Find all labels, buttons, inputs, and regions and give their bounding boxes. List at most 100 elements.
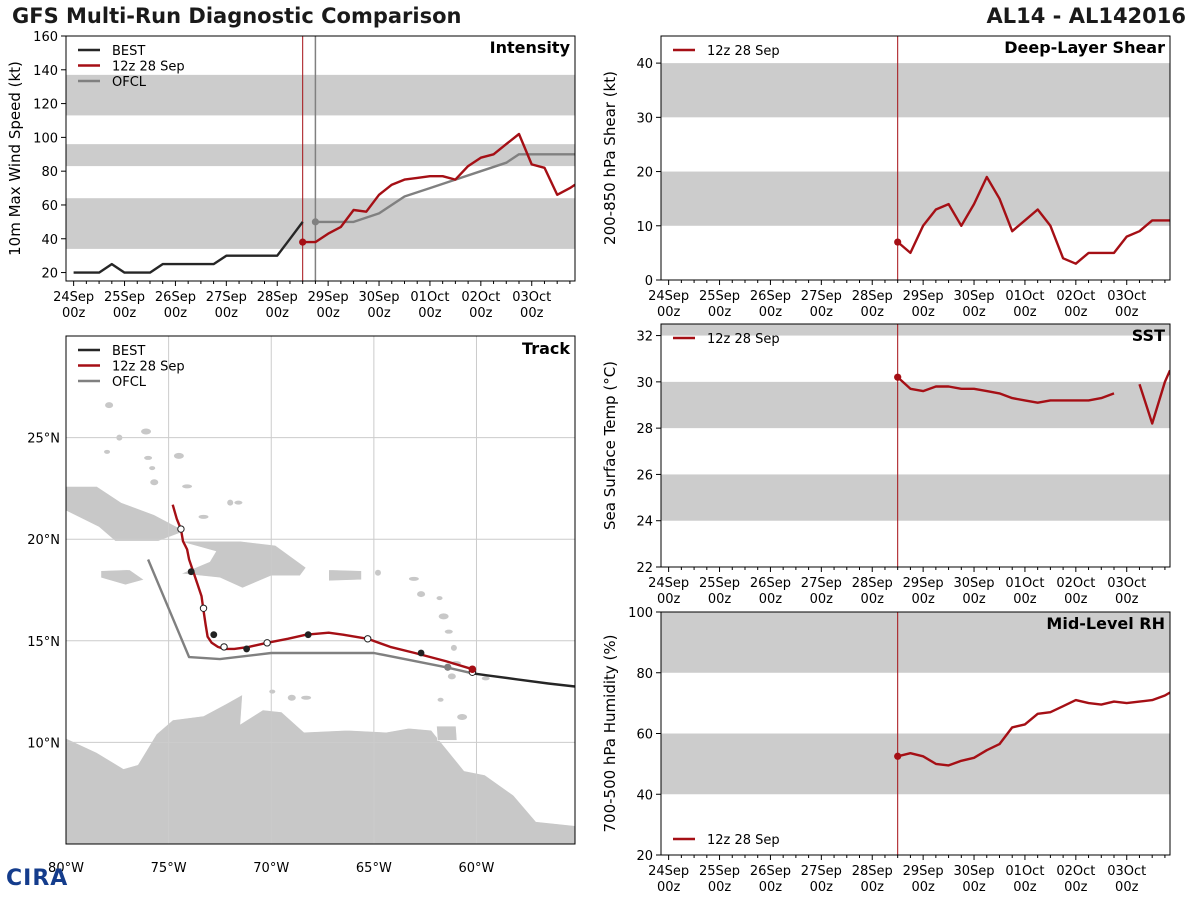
x-tick-label-date: 25Sep	[699, 576, 740, 591]
track-marker-24h	[210, 631, 218, 639]
x-tick-label-hour: 00z	[911, 880, 935, 895]
land-cuba	[66, 486, 186, 542]
land-island	[269, 689, 276, 694]
ofcl-start-marker	[311, 218, 320, 226]
x-tick-label-hour: 00z	[708, 592, 732, 607]
x-tick-label-date: 03Oct	[512, 290, 551, 305]
x-tick-label-date: 29Sep	[903, 289, 944, 304]
run-start-marker	[894, 238, 902, 246]
legend-label-best: BEST	[112, 344, 145, 359]
land-island	[417, 591, 426, 598]
y-tick-label: 60	[41, 199, 58, 214]
land-island	[234, 500, 243, 505]
x-tick-label-hour: 00z	[759, 880, 783, 895]
y-tick-label: 24	[636, 515, 653, 530]
x-tick-label-date: 29Sep	[903, 576, 944, 591]
run-start-marker	[894, 752, 902, 760]
x-tick-label-hour: 00z	[810, 880, 834, 895]
x-tick-label-date: 02Oct	[1056, 864, 1095, 879]
x-tick-label-hour: 00z	[1064, 592, 1088, 607]
x-tick-label-date: 26Sep	[750, 864, 791, 879]
y-tick-label: 60	[636, 728, 653, 743]
x-tick-label-hour: 00z	[520, 306, 544, 321]
panel-frame	[660, 35, 1171, 281]
y-tick-label: 32	[636, 330, 653, 345]
y-tick-label: 20	[636, 166, 653, 181]
plot-area	[661, 612, 1170, 855]
plot-area	[661, 324, 1170, 567]
x-tick-label-hour: 00z	[316, 306, 340, 321]
x-tick-label-hour: 00z	[62, 306, 86, 321]
track-marker-12h	[263, 639, 271, 647]
y-tick-label: 160	[33, 30, 58, 45]
track-run-start-marker	[468, 665, 477, 674]
land-island	[173, 452, 184, 459]
run-start-marker	[299, 238, 307, 246]
series-best-line	[73, 221, 304, 274]
y-tick-label: 140	[33, 64, 58, 79]
x-tick-label-hour: 00z	[1064, 880, 1088, 895]
x-tick-label-hour: 00z	[962, 592, 986, 607]
x-tick-label-hour: 00z	[1013, 880, 1037, 895]
y-axis-label: 10m Max Wind Speed (kt)	[6, 61, 24, 256]
x-tick-label-date: 26Sep	[155, 290, 196, 305]
lat-tick-label: 25°N	[27, 432, 60, 447]
panel-title: SST	[1132, 326, 1165, 345]
panel-frame	[65, 35, 576, 282]
land-island	[227, 499, 234, 506]
land-island	[104, 449, 111, 454]
plot-area	[66, 36, 575, 281]
y-tick-label: 0	[645, 274, 653, 289]
land-island	[374, 569, 381, 576]
y-tick-label: 80	[636, 667, 653, 682]
x-tick-label-hour: 00z	[962, 305, 986, 320]
land-island	[481, 676, 490, 681]
x-tick-label-hour: 00z	[657, 305, 681, 320]
land-island	[457, 714, 468, 720]
panel-title: Intensity	[490, 38, 571, 57]
x-tick-label-hour: 00z	[962, 880, 986, 895]
x-tick-label-hour: 00z	[469, 306, 493, 321]
land-island	[436, 596, 443, 601]
x-tick-label-hour: 00z	[810, 592, 834, 607]
land-island	[444, 629, 453, 634]
x-tick-label-date: 27Sep	[801, 576, 842, 591]
x-tick-label-hour: 00z	[759, 592, 783, 607]
x-tick-label-date: 02Oct	[1056, 289, 1095, 304]
legend-label-run: 12z 28 Sep	[707, 833, 780, 848]
x-tick-label-date: 25Sep	[699, 289, 740, 304]
x-tick-label-hour: 00z	[861, 592, 885, 607]
series-run-line	[1138, 369, 1170, 425]
land-jamaica	[100, 569, 145, 586]
legend-label-best: BEST	[112, 44, 145, 59]
series-run-line	[896, 376, 1115, 404]
legend-label-run: 12z 28 Sep	[707, 332, 780, 347]
panel-shear: 24Sep00z25Sep00z26Sep00z27Sep00z28Sep00z…	[601, 35, 1171, 320]
series-run-line	[302, 132, 575, 244]
figure-title: GFS Multi-Run Diagnostic Comparison	[12, 4, 462, 28]
x-tick-label-date: 28Sep	[852, 576, 893, 591]
y-tick-label: 40	[636, 57, 653, 72]
land-island	[182, 484, 193, 489]
land-island	[450, 644, 457, 651]
land-island	[408, 576, 419, 581]
x-tick-label-date: 24Sep	[648, 289, 689, 304]
x-tick-label-hour: 00z	[708, 305, 732, 320]
x-tick-label-hour: 00z	[1064, 305, 1088, 320]
x-tick-label-hour: 00z	[1115, 880, 1139, 895]
x-tick-label-date: 29Sep	[903, 864, 944, 879]
x-tick-label-hour: 00z	[113, 306, 137, 321]
y-tick-label: 30	[636, 111, 653, 126]
track-ofcl-marker	[444, 663, 452, 671]
x-tick-label-hour: 00z	[215, 306, 239, 321]
track-marker-12h	[177, 525, 185, 533]
shaded-band	[661, 733, 1170, 795]
x-tick-label-date: 28Sep	[852, 289, 893, 304]
lon-tick-label: 60°W	[459, 861, 495, 876]
land-island	[301, 695, 312, 700]
land-south-america	[66, 694, 575, 844]
land-island	[144, 455, 153, 460]
legend-label-ofcl: OFCL	[112, 75, 147, 90]
x-tick-label-date: 24Sep	[53, 290, 94, 305]
